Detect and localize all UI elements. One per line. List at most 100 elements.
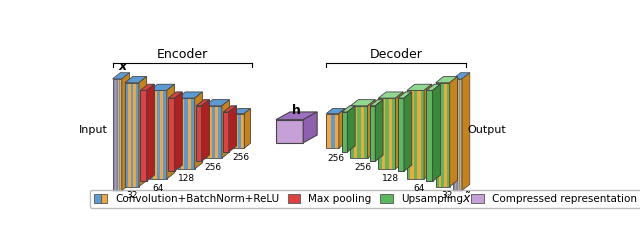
Polygon shape	[120, 79, 121, 191]
Polygon shape	[357, 106, 361, 158]
Polygon shape	[125, 83, 128, 187]
Polygon shape	[160, 90, 164, 179]
Text: h: h	[292, 104, 301, 117]
Polygon shape	[462, 73, 470, 191]
Polygon shape	[385, 98, 389, 169]
Polygon shape	[140, 90, 147, 181]
Polygon shape	[184, 98, 188, 169]
Polygon shape	[407, 90, 411, 179]
Polygon shape	[342, 106, 355, 112]
Polygon shape	[351, 106, 355, 158]
Polygon shape	[457, 79, 458, 191]
Polygon shape	[195, 92, 202, 169]
Polygon shape	[397, 92, 412, 98]
Polygon shape	[459, 79, 460, 191]
Polygon shape	[455, 79, 456, 191]
Polygon shape	[150, 84, 175, 90]
Polygon shape	[450, 77, 458, 187]
Polygon shape	[153, 90, 157, 179]
Polygon shape	[420, 90, 424, 179]
Text: 32: 32	[441, 191, 452, 200]
Polygon shape	[364, 106, 368, 158]
Polygon shape	[125, 77, 147, 83]
Polygon shape	[241, 114, 244, 148]
Polygon shape	[215, 106, 219, 158]
Polygon shape	[119, 79, 120, 191]
Polygon shape	[157, 90, 161, 179]
Polygon shape	[205, 106, 209, 158]
Polygon shape	[342, 112, 348, 152]
Polygon shape	[150, 90, 154, 179]
Polygon shape	[424, 84, 432, 179]
Text: $\tilde{x}$: $\tilde{x}$	[462, 192, 472, 206]
Polygon shape	[426, 84, 440, 90]
Polygon shape	[116, 79, 117, 191]
Polygon shape	[113, 79, 115, 191]
Polygon shape	[139, 77, 147, 187]
Polygon shape	[178, 92, 202, 98]
Polygon shape	[348, 106, 355, 152]
Polygon shape	[196, 106, 202, 161]
Polygon shape	[208, 106, 212, 158]
Polygon shape	[167, 84, 175, 179]
Polygon shape	[442, 83, 445, 187]
Polygon shape	[447, 83, 450, 187]
Legend: Convolution+BatchNorm+ReLU, Max pooling, Upsampling, Compressed representation: Convolution+BatchNorm+ReLU, Max pooling,…	[90, 190, 640, 208]
Polygon shape	[223, 106, 237, 112]
Polygon shape	[115, 79, 116, 191]
Polygon shape	[121, 79, 122, 191]
Polygon shape	[452, 79, 454, 191]
Polygon shape	[326, 108, 345, 114]
Polygon shape	[326, 114, 331, 148]
Text: Encoder: Encoder	[157, 48, 208, 61]
Text: 128: 128	[382, 174, 399, 183]
Polygon shape	[188, 98, 191, 169]
Polygon shape	[458, 79, 460, 191]
Polygon shape	[378, 98, 382, 169]
Polygon shape	[222, 100, 230, 158]
Text: 64: 64	[152, 184, 164, 192]
Polygon shape	[202, 100, 209, 161]
Polygon shape	[375, 100, 383, 161]
Polygon shape	[456, 79, 458, 191]
Text: x: x	[119, 60, 127, 73]
Polygon shape	[417, 90, 421, 179]
Polygon shape	[196, 100, 209, 106]
Text: Decoder: Decoder	[370, 48, 422, 61]
Polygon shape	[396, 92, 403, 169]
Polygon shape	[244, 108, 250, 148]
Polygon shape	[205, 100, 230, 106]
Polygon shape	[436, 77, 458, 83]
Polygon shape	[370, 106, 376, 161]
Polygon shape	[163, 90, 167, 179]
Text: 256: 256	[355, 163, 371, 172]
Polygon shape	[118, 79, 119, 191]
Text: 128: 128	[178, 174, 195, 183]
Polygon shape	[168, 98, 175, 171]
Polygon shape	[444, 83, 447, 187]
Polygon shape	[235, 114, 239, 148]
Polygon shape	[140, 84, 154, 90]
Polygon shape	[128, 83, 131, 187]
Polygon shape	[276, 112, 317, 120]
Polygon shape	[223, 112, 229, 152]
Text: Input: Input	[79, 126, 108, 135]
Polygon shape	[436, 83, 439, 187]
Polygon shape	[229, 106, 237, 152]
Polygon shape	[331, 114, 335, 148]
Polygon shape	[232, 114, 236, 148]
Polygon shape	[335, 114, 339, 148]
Polygon shape	[378, 92, 403, 98]
Polygon shape	[218, 106, 222, 158]
Polygon shape	[452, 73, 470, 79]
Polygon shape	[168, 92, 182, 98]
Polygon shape	[410, 90, 414, 179]
Text: 256: 256	[205, 163, 222, 172]
Text: 256: 256	[327, 154, 344, 163]
Text: 64: 64	[414, 184, 425, 192]
Polygon shape	[454, 79, 455, 191]
Polygon shape	[460, 79, 461, 191]
Polygon shape	[238, 114, 241, 148]
Polygon shape	[414, 90, 418, 179]
Polygon shape	[276, 120, 303, 143]
